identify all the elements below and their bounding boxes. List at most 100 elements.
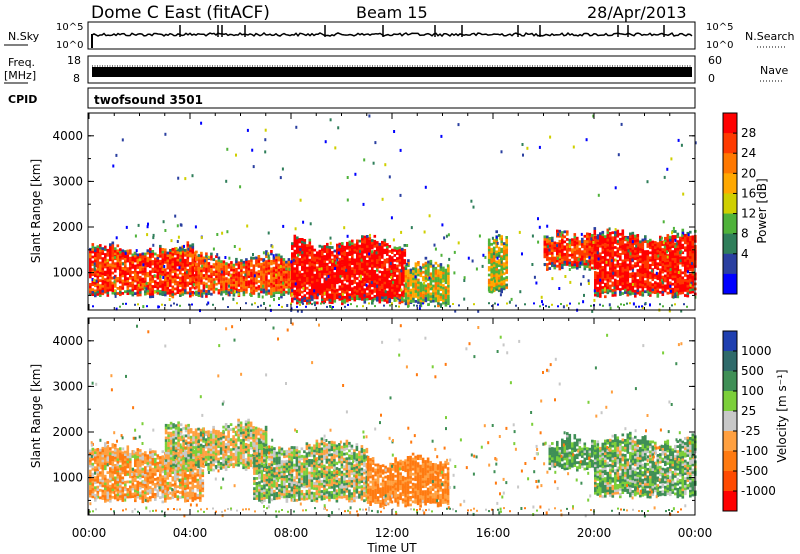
echo-cell bbox=[293, 292, 297, 296]
echo-cell bbox=[146, 454, 150, 458]
echo-cell bbox=[129, 256, 132, 260]
echo-cell bbox=[169, 269, 172, 272]
echo-cell bbox=[487, 283, 491, 287]
echo-cell bbox=[442, 269, 445, 272]
echo-cell bbox=[109, 270, 112, 274]
echo-cell bbox=[409, 293, 413, 297]
echo-cell bbox=[296, 286, 299, 290]
echo-cell bbox=[604, 257, 607, 261]
echo-cell bbox=[169, 249, 172, 252]
echo-cell bbox=[265, 275, 268, 279]
echo-cell bbox=[611, 294, 615, 297]
echo-cell bbox=[407, 276, 410, 280]
echo-cell bbox=[694, 141, 697, 145]
echo-cell bbox=[361, 292, 364, 296]
echo-cell bbox=[184, 281, 187, 285]
echo-cell bbox=[401, 282, 404, 286]
echo-cell bbox=[351, 294, 354, 298]
echo-cell bbox=[109, 255, 112, 259]
echo-cell bbox=[156, 264, 160, 268]
echo-cell bbox=[641, 286, 645, 290]
echo-cell bbox=[230, 261, 233, 264]
echo-cell bbox=[235, 278, 238, 281]
echo-cell bbox=[383, 268, 387, 272]
echo-cell bbox=[506, 302, 508, 305]
echo-cell bbox=[401, 265, 404, 269]
echo-cell bbox=[217, 256, 221, 260]
echo-cell bbox=[111, 276, 115, 280]
echo-cell bbox=[601, 243, 605, 247]
echo-cell bbox=[153, 274, 156, 278]
echo-cell bbox=[333, 287, 337, 291]
echo-cell bbox=[104, 464, 107, 468]
echo-cell bbox=[116, 493, 120, 497]
echo-cell bbox=[346, 266, 349, 270]
echo-cell bbox=[111, 473, 115, 477]
echo-cell bbox=[181, 482, 185, 486]
echo-cell bbox=[161, 258, 165, 261]
echo-cell bbox=[96, 473, 100, 476]
echo-cell bbox=[614, 236, 617, 239]
echo-cell bbox=[195, 273, 198, 276]
echo-cell bbox=[101, 264, 105, 268]
echo-cell bbox=[490, 242, 493, 246]
echo-cell bbox=[116, 465, 120, 469]
echo-cell bbox=[671, 242, 675, 246]
echo-cell bbox=[293, 277, 297, 281]
echo-cell bbox=[368, 292, 372, 296]
echo-cell bbox=[303, 271, 307, 275]
echo-cell bbox=[169, 284, 172, 287]
echo-cell bbox=[609, 234, 612, 238]
echo-cell bbox=[626, 286, 630, 290]
echo-cell bbox=[363, 260, 367, 264]
echo-cell bbox=[376, 296, 379, 300]
echo-cell bbox=[356, 254, 359, 258]
echo-cell bbox=[101, 494, 105, 498]
echo-cell bbox=[391, 293, 394, 297]
echo-cell bbox=[176, 472, 180, 476]
echo-cell bbox=[308, 241, 312, 245]
echo-cell bbox=[166, 484, 170, 488]
echo-cell bbox=[604, 245, 607, 249]
echo-cell bbox=[558, 234, 562, 238]
echo-cell bbox=[376, 248, 379, 252]
echo-cell bbox=[447, 287, 450, 291]
echo-cell bbox=[378, 255, 382, 259]
echo-cell bbox=[679, 276, 682, 280]
echo-cell bbox=[439, 275, 443, 279]
echo-cell bbox=[651, 240, 655, 244]
echo-cell bbox=[419, 294, 423, 298]
echo-cell bbox=[91, 475, 95, 479]
echo-cell bbox=[144, 458, 147, 462]
echo-cell bbox=[129, 457, 132, 461]
echo-cell bbox=[199, 309, 201, 313]
echo-cell bbox=[296, 269, 299, 272]
echo-cell bbox=[156, 491, 160, 495]
echo-cell bbox=[119, 258, 122, 262]
echo-cell bbox=[152, 243, 155, 247]
echo-cell bbox=[656, 264, 660, 268]
echo-cell bbox=[684, 238, 687, 242]
echo-cell bbox=[179, 481, 182, 484]
echo-cell bbox=[149, 458, 152, 462]
echo-cell bbox=[346, 284, 349, 288]
echo-cell bbox=[282, 285, 286, 289]
echo-cell bbox=[326, 295, 329, 299]
echo-cell bbox=[303, 264, 307, 267]
echo-cell bbox=[215, 262, 218, 266]
echo-cell bbox=[161, 462, 165, 466]
echo-cell bbox=[651, 258, 655, 262]
echo-cell bbox=[104, 285, 107, 289]
echo-cell bbox=[161, 488, 165, 491]
echo-cell bbox=[358, 244, 362, 248]
echo-cell bbox=[237, 292, 240, 296]
echo-cell bbox=[586, 242, 589, 246]
echo-cell bbox=[604, 252, 607, 256]
echo-cell bbox=[121, 292, 125, 295]
echo-cell bbox=[144, 456, 147, 460]
echo-cell bbox=[129, 251, 132, 255]
echo-cell bbox=[144, 265, 147, 268]
echo-cell bbox=[106, 276, 110, 280]
echo-cell bbox=[606, 288, 610, 292]
echo-cell bbox=[293, 249, 297, 253]
